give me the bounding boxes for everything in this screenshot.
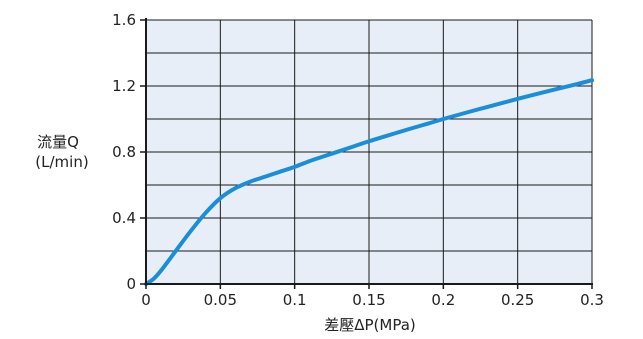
x-tick-label-2: 0.1 <box>283 291 307 309</box>
y-tick-label-4: 1.6 <box>112 11 136 29</box>
x-tick-label-3: 0.15 <box>352 291 385 309</box>
series-layer <box>144 78 594 286</box>
y-tick-labels: 0 0.4 0.8 1.2 1.6 <box>112 11 136 293</box>
y-tick-label-1: 0.4 <box>112 209 136 227</box>
series-line-0 <box>144 78 594 286</box>
x-tick-label-5: 0.25 <box>501 291 534 309</box>
x-tick-label-0: 0 <box>141 291 151 309</box>
y-axis-title-line-2: (L/min) <box>35 153 88 171</box>
x-tick-label-6: 0.3 <box>580 291 604 309</box>
x-tick-labels: 0 0.05 0.1 0.15 0.2 0.25 0.3 <box>141 291 604 309</box>
y-tick-label-3: 1.2 <box>112 77 136 95</box>
y-tick-label-0: 0 <box>126 275 136 293</box>
y-tick-label-2: 0.8 <box>112 143 136 161</box>
x-tick-label-1: 0.05 <box>204 291 237 309</box>
axes <box>140 18 593 289</box>
x-axis-title: 差壓ΔP(MPa) <box>324 316 416 334</box>
y-axis-title-line-1: 流量Q <box>37 133 79 151</box>
x-tick-label-4: 0.2 <box>431 291 455 309</box>
grid-lines <box>146 19 593 284</box>
